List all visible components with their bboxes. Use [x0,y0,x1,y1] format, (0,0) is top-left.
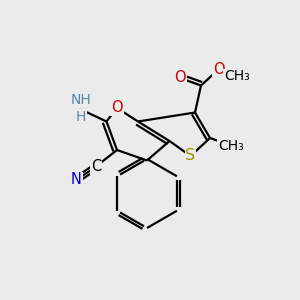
Text: CH₃: CH₃ [224,70,250,83]
Text: H: H [76,110,86,124]
Text: C: C [91,159,101,174]
Text: NH: NH [70,94,92,107]
Text: O: O [111,100,123,116]
Text: S: S [185,148,196,164]
Text: N: N [71,172,82,188]
Text: O: O [213,61,225,76]
Text: CH₃: CH₃ [218,139,244,152]
Text: O: O [174,70,186,86]
